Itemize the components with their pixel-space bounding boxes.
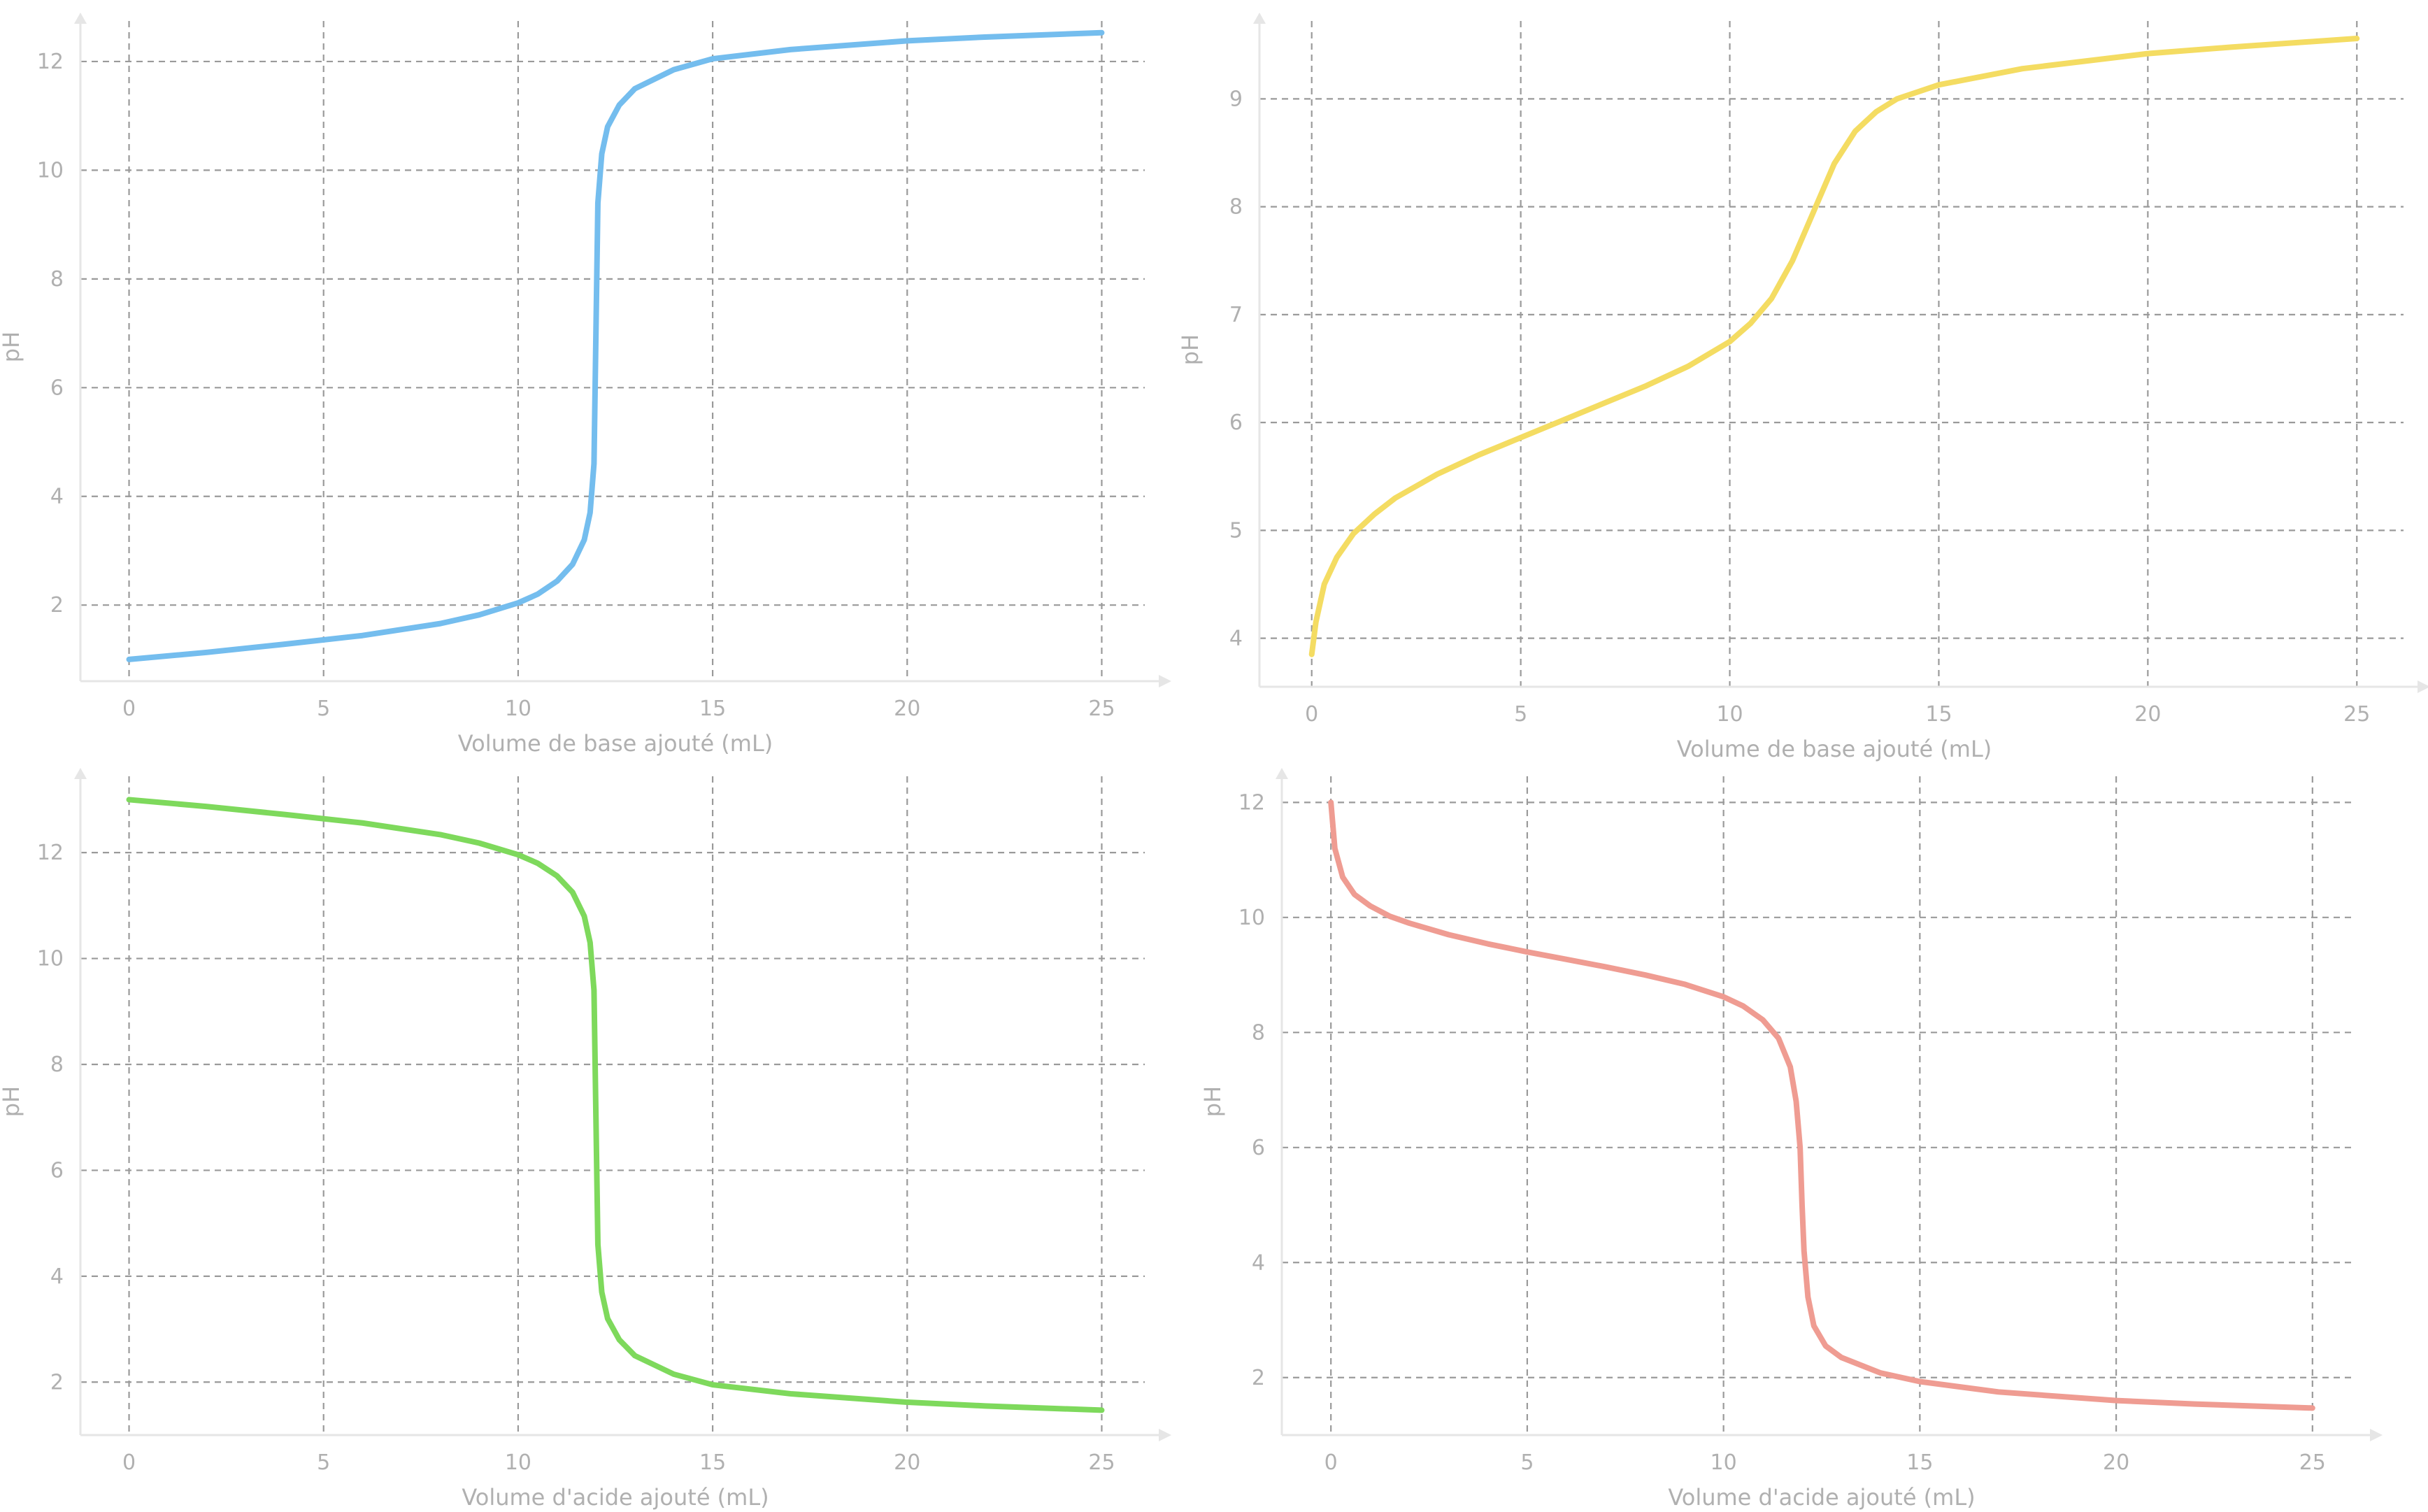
x-tick-label: 20 bbox=[2103, 1450, 2129, 1475]
x-tick-label: 15 bbox=[1906, 1450, 1933, 1475]
x-tick-label: 10 bbox=[1711, 1450, 1737, 1475]
x-tick-label: 20 bbox=[894, 1450, 920, 1475]
x-tick-label: 25 bbox=[1088, 697, 1115, 721]
chart-weak-base-titration: 0 5 10 15 20 25 2 4 6 8 10 12 Volume d'acide ajouté … bbox=[1199, 768, 2383, 1511]
y-tick-label: 8 bbox=[1229, 195, 1243, 220]
y-tick-label: 12 bbox=[37, 50, 64, 74]
y-axis-arrow bbox=[1276, 768, 1288, 779]
y-tick-label: 12 bbox=[37, 841, 64, 865]
x-tick-label: 15 bbox=[699, 1450, 726, 1475]
y-tick-label: 10 bbox=[37, 158, 64, 183]
y-tick-label: 10 bbox=[1238, 906, 1265, 930]
y-axis-arrow bbox=[74, 13, 87, 24]
y-axis-label: pH bbox=[1199, 1086, 1226, 1117]
y-tick-label: 6 bbox=[50, 376, 64, 400]
x-tick-label: 0 bbox=[1324, 1450, 1338, 1475]
x-axis-arrow bbox=[2418, 680, 2428, 693]
chart-strong-acid-titration: 0 5 10 15 20 25 2 4 6 8 10 12 Volume de base ajouté … bbox=[0, 13, 1171, 757]
x-tick-label: 10 bbox=[505, 697, 531, 721]
y-tick-label: 6 bbox=[1229, 411, 1243, 435]
x-tick-label: 0 bbox=[122, 697, 136, 721]
x-axis-label: Volume d'acide ajouté (mL) bbox=[462, 1484, 769, 1511]
x-axis-arrow bbox=[1159, 1429, 1171, 1441]
y-tick-label: 8 bbox=[50, 1053, 64, 1077]
series-line-weak-acid-titration bbox=[1308, 36, 2360, 657]
series-line-strong-acid-titration bbox=[126, 29, 1105, 662]
x-axis-label: Volume de base ajouté (mL) bbox=[458, 730, 773, 757]
series-line-weak-base-titration bbox=[1328, 799, 2315, 1411]
y-tick-label: 9 bbox=[1229, 87, 1243, 111]
y-tick-label: 4 bbox=[50, 485, 64, 509]
x-tick-label: 25 bbox=[2299, 1450, 2326, 1475]
x-axis-label: Volume d'acide ajouté (mL) bbox=[1668, 1484, 1975, 1511]
x-tick-label: 0 bbox=[1305, 702, 1318, 727]
y-tick-label: 7 bbox=[1229, 303, 1243, 327]
y-axis-label: pH bbox=[1177, 334, 1204, 365]
y-tick-label: 5 bbox=[1229, 518, 1243, 543]
x-tick-label: 5 bbox=[1514, 702, 1527, 727]
x-tick-label: 5 bbox=[317, 1450, 330, 1475]
y-axis-label: pH bbox=[0, 331, 24, 362]
y-tick-label: 8 bbox=[50, 267, 64, 292]
y-tick-label: 8 bbox=[1252, 1020, 1265, 1045]
x-tick-label: 5 bbox=[317, 697, 330, 721]
y-tick-label: 2 bbox=[1252, 1366, 1265, 1390]
y-tick-label: 10 bbox=[37, 947, 64, 971]
x-tick-label: 20 bbox=[2134, 702, 2161, 727]
y-tick-label: 4 bbox=[1252, 1250, 1265, 1275]
x-axis-arrow bbox=[1159, 675, 1171, 687]
y-axis-arrow bbox=[1253, 13, 1266, 24]
y-tick-label: 4 bbox=[1229, 627, 1243, 651]
x-tick-label: 10 bbox=[1716, 702, 1743, 727]
y-axis-label: pH bbox=[0, 1086, 24, 1117]
x-axis-arrow bbox=[2370, 1429, 2383, 1441]
x-tick-label: 5 bbox=[1520, 1450, 1534, 1475]
y-tick-label: 4 bbox=[50, 1264, 64, 1289]
x-tick-label: 25 bbox=[1088, 1450, 1115, 1475]
y-tick-label: 6 bbox=[1252, 1136, 1265, 1160]
x-tick-label: 25 bbox=[2343, 702, 2370, 727]
series-line-strong-base-titration bbox=[126, 797, 1105, 1413]
x-tick-label: 15 bbox=[1925, 702, 1952, 727]
x-tick-label: 10 bbox=[505, 1450, 531, 1475]
x-axis-label: Volume de base ajouté (mL) bbox=[1677, 736, 1992, 762]
y-tick-label: 6 bbox=[50, 1158, 64, 1183]
y-tick-label: 12 bbox=[1238, 790, 1265, 815]
x-tick-label: 15 bbox=[699, 697, 726, 721]
y-axis-arrow bbox=[74, 768, 87, 779]
x-tick-label: 20 bbox=[894, 697, 920, 721]
chart-weak-acid-titration: 0 5 10 15 20 25 4 5 6 7 8 9 Volume de base ajouté (m… bbox=[1177, 13, 2428, 762]
y-tick-label: 2 bbox=[50, 593, 64, 618]
y-tick-label: 2 bbox=[50, 1370, 64, 1395]
x-tick-label: 0 bbox=[122, 1450, 136, 1475]
chart-strong-base-titration: 0 5 10 15 20 25 2 4 6 8 10 12 Volume d'acide ajouté … bbox=[0, 768, 1171, 1511]
